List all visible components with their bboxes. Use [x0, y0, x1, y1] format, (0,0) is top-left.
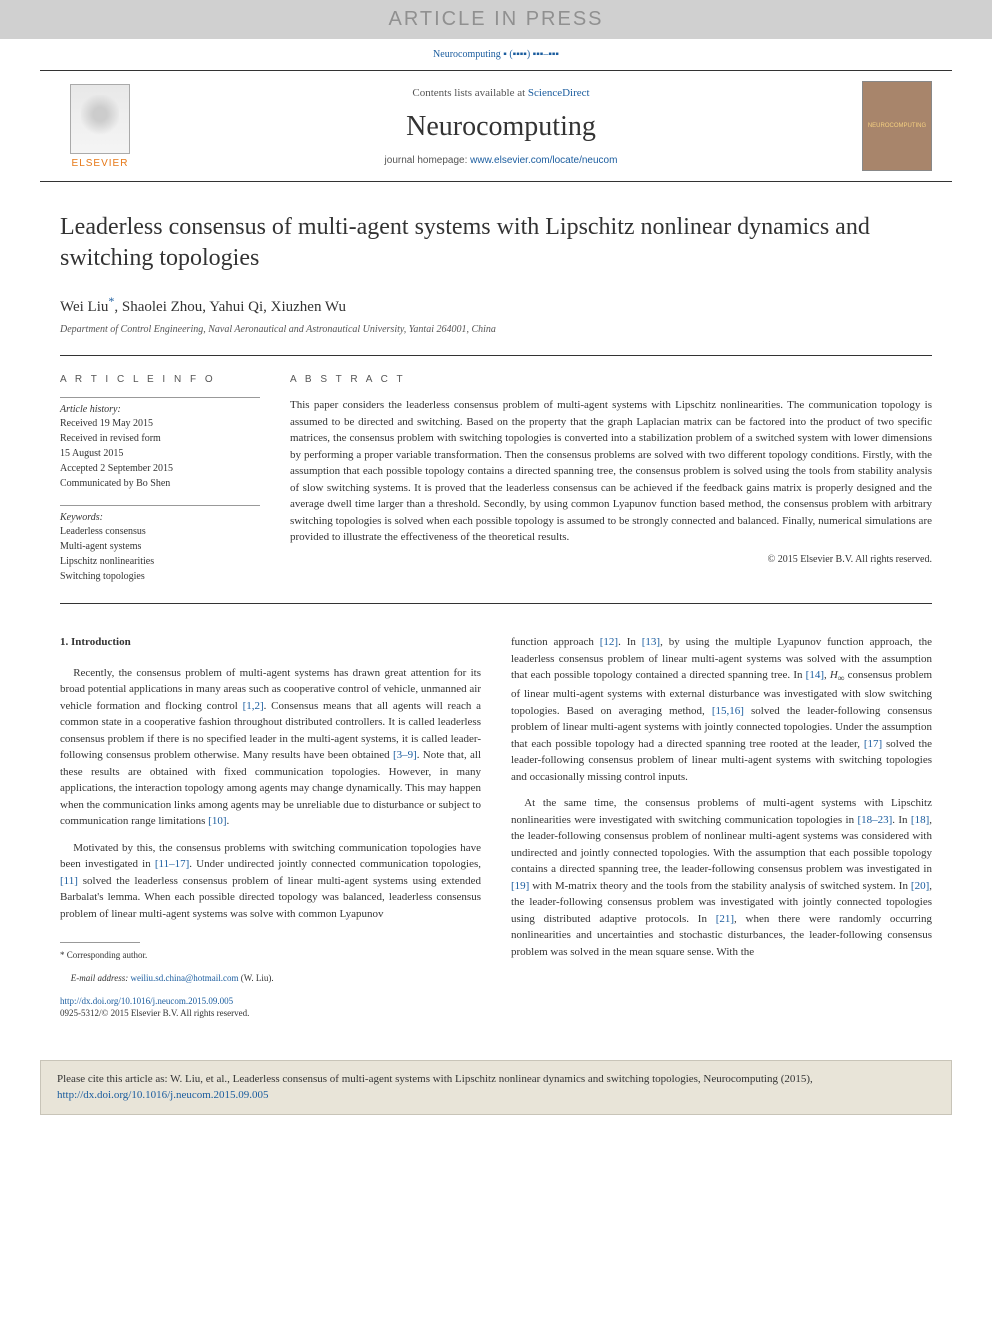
journal-homepage-line: journal homepage: www.elsevier.com/locat…: [140, 155, 862, 166]
author: Yahui Qi: [209, 299, 263, 315]
keyword: Lipschitz nonlinearities: [60, 555, 260, 569]
h-infinity-symbol: H∞: [830, 669, 844, 681]
right-column: function approach [12]. In [13], by usin…: [511, 634, 932, 1019]
citation-link[interactable]: [19]: [511, 880, 529, 892]
section-heading-introduction: 1. Introduction: [60, 634, 481, 651]
keywords-heading: Keywords:: [60, 505, 260, 523]
history-line: 15 August 2015: [60, 447, 260, 461]
paragraph: function approach [12]. In [13], by usin…: [511, 634, 932, 785]
author-list: Wei Liu*, Shaolei Zhou, Yahui Qi, Xiuzhe…: [60, 294, 932, 316]
journal-reference-line: Neurocomputing ▪ (▪▪▪▪) ▪▪▪–▪▪▪: [0, 39, 992, 70]
citation-link[interactable]: [13]: [642, 636, 660, 648]
history-line: Accepted 2 September 2015: [60, 462, 260, 476]
author-email-link[interactable]: weiliu.sd.china@hotmail.com: [130, 973, 238, 983]
issn-copyright: 0925-5312/© 2015 Elsevier B.V. All right…: [60, 1008, 249, 1018]
citation-link[interactable]: [21]: [716, 913, 734, 925]
article-info-column: A R T I C L E I N F O Article history: R…: [60, 374, 260, 585]
journal-name: Neurocomputing: [140, 111, 862, 143]
author: Xiuzhen Wu: [271, 299, 346, 315]
abstract-column: A B S T R A C T This paper considers the…: [290, 374, 932, 585]
keyword: Switching topologies: [60, 570, 260, 584]
citation-link[interactable]: [1,2]: [243, 700, 264, 712]
sciencedirect-link[interactable]: ScienceDirect: [528, 87, 590, 99]
left-column: 1. Introduction Recently, the consensus …: [60, 634, 481, 1019]
citation-link[interactable]: [10]: [208, 815, 226, 827]
author: Shaolei Zhou: [122, 299, 202, 315]
publisher-logo: ELSEVIER: [60, 84, 140, 169]
info-abstract-row: A R T I C L E I N F O Article history: R…: [60, 355, 932, 604]
paragraph: Recently, the consensus problem of multi…: [60, 665, 481, 830]
citation-link[interactable]: [18]: [911, 814, 929, 826]
author: Wei Liu: [60, 299, 108, 315]
history-line: Communicated by Bo Shen: [60, 477, 260, 491]
affiliation: Department of Control Engineering, Naval…: [60, 324, 932, 335]
citation-link[interactable]: [11–17]: [155, 858, 189, 870]
citation-link[interactable]: [18–23]: [857, 814, 892, 826]
keyword: Leaderless consensus: [60, 525, 260, 539]
doi-block: http://dx.doi.org/10.1016/j.neucom.2015.…: [60, 995, 481, 1020]
copyright-line: © 2015 Elsevier B.V. All rights reserved…: [290, 554, 932, 565]
article-info-heading: A R T I C L E I N F O: [60, 374, 260, 385]
journal-header: ELSEVIER Contents lists available at Sci…: [40, 70, 952, 182]
history-line: Received in revised form: [60, 432, 260, 446]
contents-list-line: Contents lists available at ScienceDirec…: [140, 87, 862, 99]
citation-link[interactable]: [3–9]: [393, 749, 417, 761]
citation-link[interactable]: [14]: [806, 669, 824, 681]
article-in-press-banner: ARTICLE IN PRESS: [0, 0, 992, 39]
citation-link[interactable]: [11]: [60, 875, 78, 887]
citation-link[interactable]: [12]: [600, 636, 618, 648]
article-body: Leaderless consensus of multi-agent syst…: [0, 182, 992, 1040]
journal-info-block: Contents lists available at ScienceDirec…: [140, 87, 862, 166]
journal-cover-thumbnail: NEUROCOMPUTING: [862, 81, 932, 171]
two-column-body: 1. Introduction Recently, the consensus …: [60, 634, 932, 1019]
paragraph: Motivated by this, the consensus problem…: [60, 840, 481, 923]
journal-ref-link[interactable]: Neurocomputing: [433, 49, 501, 60]
doi-link[interactable]: http://dx.doi.org/10.1016/j.neucom.2015.…: [60, 996, 233, 1006]
history-line: Received 19 May 2015: [60, 417, 260, 431]
journal-homepage-link[interactable]: www.elsevier.com/locate/neucom: [470, 155, 617, 166]
citation-link[interactable]: [20]: [911, 880, 929, 892]
citation-link[interactable]: [15,16]: [712, 705, 744, 717]
publisher-name: ELSEVIER: [72, 158, 129, 169]
corresponding-author-footnote: * Corresponding author.: [60, 949, 481, 962]
elsevier-tree-icon: [70, 84, 130, 154]
citation-doi-link[interactable]: http://dx.doi.org/10.1016/j.neucom.2015.…: [57, 1089, 269, 1101]
history-heading: Article history:: [60, 397, 260, 415]
paragraph: At the same time, the consensus problems…: [511, 795, 932, 960]
article-title: Leaderless consensus of multi-agent syst…: [60, 212, 932, 274]
keyword: Multi-agent systems: [60, 540, 260, 554]
footnote-separator: [60, 942, 140, 943]
citation-box: Please cite this article as: W. Liu, et …: [40, 1060, 952, 1115]
abstract-text: This paper considers the leaderless cons…: [290, 397, 932, 546]
corresponding-marker-icon: *: [108, 294, 114, 308]
abstract-heading: A B S T R A C T: [290, 374, 932, 385]
email-footnote: E-mail address: weiliu.sd.china@hotmail.…: [60, 972, 481, 985]
citation-link[interactable]: [17]: [864, 738, 882, 750]
